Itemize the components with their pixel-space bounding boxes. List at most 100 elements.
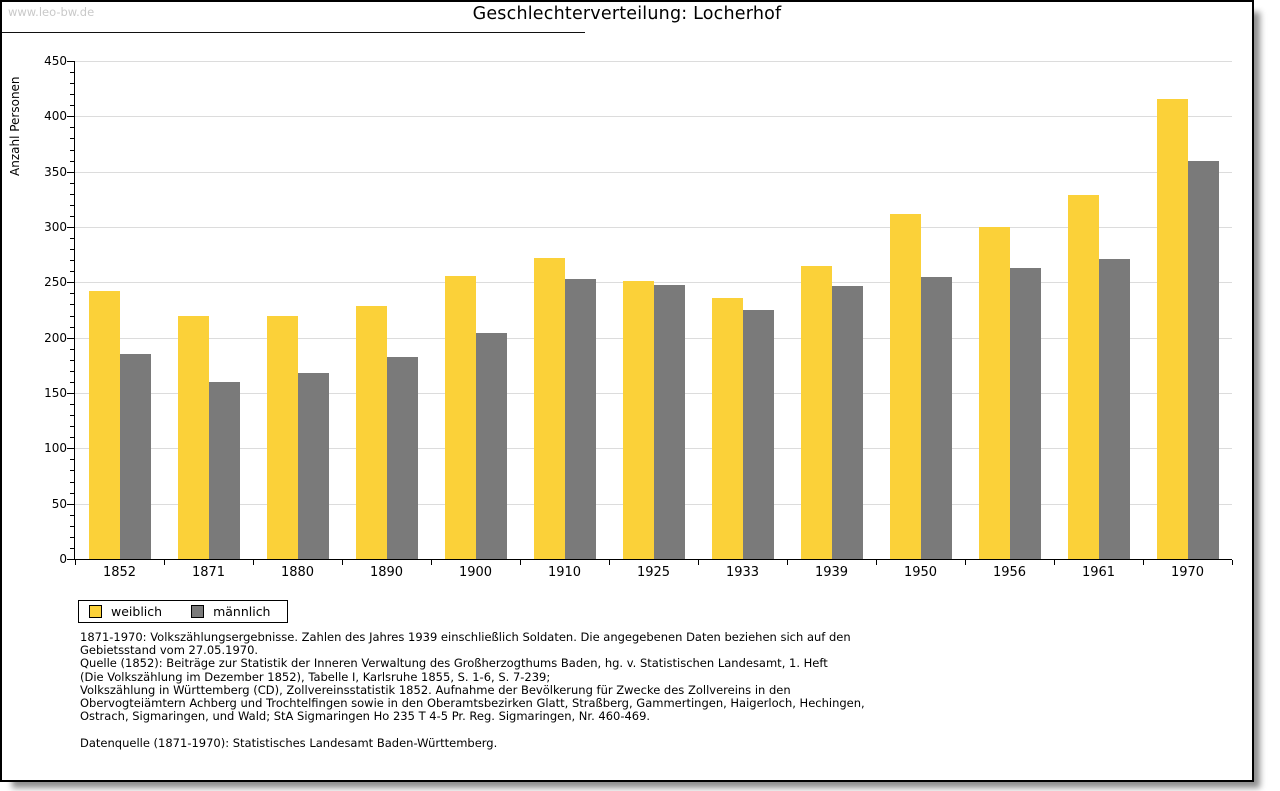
y-axis-tick-minor	[70, 293, 74, 295]
bar-weiblich-1925	[622, 281, 654, 559]
y-axis-tick-major	[67, 393, 74, 394]
y-axis-tick-label: 450	[44, 54, 67, 68]
y-axis-tick-minor	[70, 193, 74, 195]
x-axis-label-1900: 1900	[458, 565, 493, 580]
y-axis-tick-label: 150	[44, 386, 67, 400]
footnote-line: Obervogteiämtern Achberg und Trochtelfin…	[80, 695, 865, 710]
x-axis-tick	[787, 560, 788, 565]
x-axis-label-1871: 1871	[191, 565, 226, 580]
bar-weiblich-1950	[889, 213, 921, 559]
y-axis-tick-minor	[70, 437, 74, 439]
x-axis-line	[74, 559, 1232, 560]
y-axis-tick-major	[67, 559, 74, 560]
y-axis-tick-minor	[70, 359, 74, 361]
y-axis-tick-minor	[70, 94, 74, 96]
bar-männlich-1852	[119, 354, 151, 559]
y-axis-tick-minor	[70, 238, 74, 240]
plot-area: 0 50 100 150 200 250 300 350 400 450 1852 1871 1880 1…	[44, 54, 1233, 580]
y-axis-tick-minor	[70, 271, 74, 273]
bar-weiblich-1933	[711, 297, 743, 559]
x-axis-label-1880: 1880	[280, 565, 315, 580]
x-axis-label-1890: 1890	[369, 565, 404, 580]
y-axis-tick-minor	[70, 215, 74, 217]
y-axis-tick-minor	[70, 415, 74, 417]
y-axis-tick-minor	[70, 348, 74, 350]
chart-title: Geschlechterverteilung: Locherhof	[472, 4, 782, 24]
gridline-400	[75, 116, 1232, 118]
y-axis-tick-minor	[70, 525, 74, 527]
y-axis-tick-minor	[70, 260, 74, 262]
y-axis-tick-label: 400	[44, 109, 67, 124]
y-axis-tick-major	[67, 227, 74, 228]
y-axis-tick-minor	[70, 304, 74, 306]
bar-männlich-1871	[208, 381, 240, 559]
footnote-blank-line	[80, 723, 1220, 736]
y-axis-tick-major	[67, 171, 74, 173]
bar-weiblich-1939	[800, 265, 832, 559]
footnote-line: 1871-1970: Volkszählungsergebnisse. Zahl…	[80, 630, 851, 644]
bar-weiblich-1890	[355, 305, 387, 559]
bar-weiblich-1871	[177, 315, 209, 559]
x-axis-label-1956: 1956	[992, 565, 1027, 580]
bar-männlich-1900	[475, 333, 507, 559]
footnotes: 1871-1970: Volkszählungsergebnisse. Zahl…	[80, 630, 1220, 750]
x-axis-tick	[1143, 560, 1144, 565]
y-axis-line	[74, 61, 75, 560]
y-axis-title: Anzahl Personen	[8, 76, 22, 176]
x-axis-tick	[1054, 560, 1055, 565]
gridline-450	[75, 61, 1232, 62]
x-axis-tick	[342, 560, 343, 565]
y-axis-tick-minor	[70, 481, 74, 483]
y-axis-tick-minor	[70, 326, 74, 328]
y-axis-tick-minor	[70, 404, 74, 406]
x-axis-label-1939: 1939	[814, 565, 849, 580]
x-axis-label-1933: 1933	[725, 565, 760, 580]
footnote-line: Gebietsstand vom 27.05.1970.	[80, 643, 259, 658]
x-axis-tick	[253, 560, 254, 565]
y-axis-tick-minor	[70, 138, 74, 140]
y-axis-tick-minor	[70, 459, 74, 461]
y-axis-tick-minor	[70, 370, 74, 372]
legend: weiblich männlich	[78, 600, 288, 623]
y-axis-tick-major	[67, 337, 74, 339]
bar-männlich-1939	[831, 285, 863, 559]
bar-männlich-1970	[1187, 160, 1219, 559]
y-axis-tick-label: 250	[44, 275, 67, 290]
x-axis-label-1961: 1961	[1081, 565, 1116, 580]
y-axis-tick-label: 0	[59, 552, 67, 566]
footnote-line: Volkszählung in Württemberg (CD), Zollve…	[80, 682, 791, 697]
x-axis-label-1925: 1925	[636, 565, 671, 580]
bar-weiblich-1900	[444, 275, 476, 559]
x-axis-label-1852: 1852	[102, 565, 137, 580]
y-axis-tick-major	[67, 503, 74, 505]
legend-swatch-weiblich	[89, 605, 102, 618]
bar-männlich-1950	[920, 276, 952, 559]
x-axis-tick	[609, 560, 610, 565]
footnote-line: Ostrach, Sigmaringen, und Wald; StA Sigm…	[80, 709, 651, 724]
gridline-350	[75, 171, 1232, 173]
x-axis-tick	[431, 560, 432, 565]
bar-männlich-1961	[1098, 259, 1130, 559]
y-axis-tick-minor	[70, 182, 74, 184]
y-axis-tick-minor	[70, 72, 74, 74]
bar-weiblich-1852	[88, 291, 120, 559]
gridline-250	[75, 282, 1232, 284]
y-axis-tick-label: 350	[44, 164, 67, 179]
x-axis-label-1970: 1970	[1170, 565, 1205, 580]
y-axis-tick-minor	[70, 149, 74, 151]
x-axis-tick	[520, 560, 521, 565]
bar-weiblich-1961	[1067, 194, 1099, 559]
title-separator-line	[2, 32, 585, 33]
bar-männlich-1880	[297, 373, 329, 559]
y-axis-tick-minor	[70, 426, 74, 428]
x-axis-tick	[75, 560, 76, 565]
x-axis-tick	[164, 560, 165, 565]
gridline-300	[75, 227, 1232, 228]
x-axis-tick	[698, 560, 699, 565]
footnote-line: (Die Volkszählung im Dezember 1852), Tab…	[80, 669, 551, 684]
bar-männlich-1890	[386, 356, 418, 559]
x-axis-tick	[876, 560, 877, 565]
bar-weiblich-1910	[533, 258, 565, 559]
y-axis-tick-minor	[70, 514, 74, 516]
x-axis-tick	[1232, 560, 1233, 565]
